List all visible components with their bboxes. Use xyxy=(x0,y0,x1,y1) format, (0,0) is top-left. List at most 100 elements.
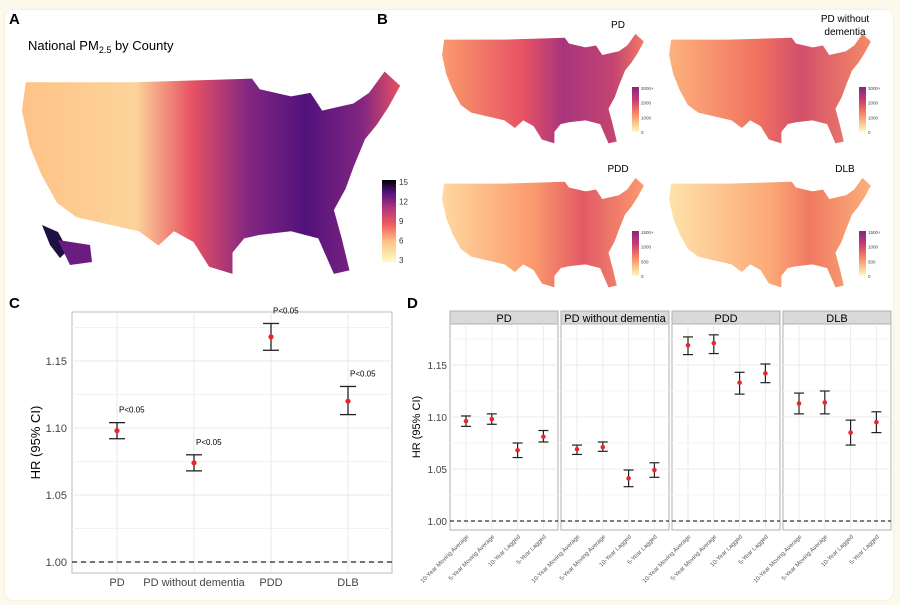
plot-area xyxy=(71,311,393,574)
incidence-maps: PD 3000+ 2000 1000 0 PD without dementia 3000+ 2… xyxy=(442,14,881,288)
map-title-dlb: DLB xyxy=(835,164,855,175)
map-colorbar-tick: 1500+ xyxy=(641,230,654,235)
x-tick-label: 5-Year Moving Average xyxy=(559,534,608,583)
x-tick-label: PD without dementia xyxy=(143,577,245,589)
x-tick-label: DLB xyxy=(337,577,358,589)
data-point xyxy=(600,444,606,450)
map-colorbar-tick: 1000 xyxy=(641,245,652,250)
data-point xyxy=(685,342,691,348)
map-colorbar-pd xyxy=(632,87,639,132)
data-point xyxy=(763,371,768,376)
chart-d-exposure-windows-hr: HR (95% CI) 1.00 1.05 1.10 1.15 PD 10-Year Mov… xyxy=(411,310,892,585)
y-tick-label: 1.00 xyxy=(428,517,448,528)
map-colorbar-tick: 1500+ xyxy=(868,230,881,235)
plot-area xyxy=(671,323,781,531)
map-colorbar-tick: 0 xyxy=(868,130,871,135)
map-shape xyxy=(442,177,644,288)
x-tick-label: 5-Year Moving Average xyxy=(448,534,497,583)
map-colorbar-tick: 0 xyxy=(641,130,644,135)
data-point xyxy=(515,447,520,453)
data-point xyxy=(574,446,580,452)
data-point xyxy=(822,400,828,405)
y-tick-label: 1.15 xyxy=(46,356,67,368)
y-axis-label: HR (95% CI) xyxy=(411,396,423,458)
facet-title: PD without dementia xyxy=(564,313,666,325)
incidence-map-pd-without-dementia xyxy=(669,33,871,144)
map-colorbar-tick: 1000 xyxy=(641,115,652,120)
colorbar-tick-label: 3 xyxy=(399,256,404,265)
map-colorbar-tick: 1000 xyxy=(868,115,879,120)
plot-area xyxy=(782,323,892,531)
colorbar-tick-label: 9 xyxy=(399,217,404,226)
map-shape xyxy=(669,177,871,288)
x-tick-label: PDD xyxy=(259,577,282,589)
map-title-pdd: PDD xyxy=(607,164,628,175)
y-tick-label: 1.15 xyxy=(428,361,448,372)
facet-title: DLB xyxy=(826,313,847,325)
chart-c-overall-hr: 1.00 1.05 1.10 1.15 HR (95% CI) PD P<0.05 PD wi… xyxy=(28,306,393,589)
panel-label-d: D xyxy=(407,295,418,312)
incidence-map-pdd xyxy=(442,177,644,288)
y-tick-label: 1.10 xyxy=(46,423,67,435)
pm25-colorbar xyxy=(382,180,396,262)
x-tick-label: 10-Year Moving Average xyxy=(420,534,471,585)
data-point xyxy=(848,430,853,435)
map-title-pd: PD xyxy=(611,20,625,31)
incidence-map-dlb xyxy=(669,177,871,288)
data-point xyxy=(652,467,657,473)
data-point xyxy=(268,334,274,340)
facet-title: PD xyxy=(496,313,511,325)
data-point xyxy=(489,416,495,422)
map-colorbar-tick: 1000 xyxy=(868,245,879,250)
colorbar-tick-label: 12 xyxy=(399,198,408,207)
data-point xyxy=(114,428,120,434)
panel-label-b: B xyxy=(377,11,388,28)
map-shape xyxy=(669,33,871,144)
data-point xyxy=(874,419,879,425)
map-colorbar-pdd xyxy=(632,231,639,276)
panel-label-c: C xyxy=(9,295,20,312)
data-point xyxy=(796,401,802,406)
p-value-annotation: P<0.05 xyxy=(196,438,222,447)
y-tick-label: 1.10 xyxy=(428,413,448,424)
data-point xyxy=(345,398,351,404)
pm25-colorbar-ticks: 15 12 9 6 3 xyxy=(399,178,408,265)
map-colorbar-tick: 3000+ xyxy=(868,86,881,91)
plot-area xyxy=(560,323,670,531)
map-colorbar-tick: 2000 xyxy=(641,101,652,106)
map-colorbar-tick: 2000 xyxy=(868,101,879,106)
map-colorbar-tick: 3000+ xyxy=(641,86,654,91)
p-value-annotation: P<0.05 xyxy=(350,369,376,378)
map-colorbar-tick: 500 xyxy=(641,259,649,264)
colorbar-tick-label: 15 xyxy=(399,178,408,187)
map-colorbar-pd-without-dementia xyxy=(859,87,866,132)
data-point xyxy=(191,460,197,466)
map-colorbar-dlb xyxy=(859,231,866,276)
y-axis-label: HR (95% CI) xyxy=(28,406,43,480)
map-colorbar-tick: 500 xyxy=(868,259,876,264)
map-colorbar-tick: 0 xyxy=(641,274,644,279)
pm25-hotspot-california xyxy=(42,225,92,265)
x-tick-label: 5-Year Moving Average xyxy=(781,534,830,583)
y-tick-label: 1.05 xyxy=(46,490,67,502)
map-title-pd-without-dementia: PD without xyxy=(821,14,870,25)
data-point xyxy=(711,340,717,346)
y-tick-label: 1.05 xyxy=(428,465,448,476)
p-value-annotation: P<0.05 xyxy=(273,306,299,315)
facet-title: PDD xyxy=(714,313,737,325)
data-point xyxy=(737,380,742,385)
map-colorbar-tick: 0 xyxy=(868,274,871,279)
map-title-pd-without-dementia: dementia xyxy=(824,27,866,38)
data-point xyxy=(541,434,546,440)
p-value-annotation: P<0.05 xyxy=(119,406,145,415)
map-shape xyxy=(442,33,644,144)
panel-a-title: National PM2.5 by County xyxy=(28,38,174,55)
colorbar-tick-label: 6 xyxy=(399,237,404,246)
incidence-map-pd xyxy=(442,33,644,144)
x-tick-label: PD xyxy=(109,577,124,589)
plot-area xyxy=(449,323,559,531)
data-point xyxy=(626,476,631,481)
